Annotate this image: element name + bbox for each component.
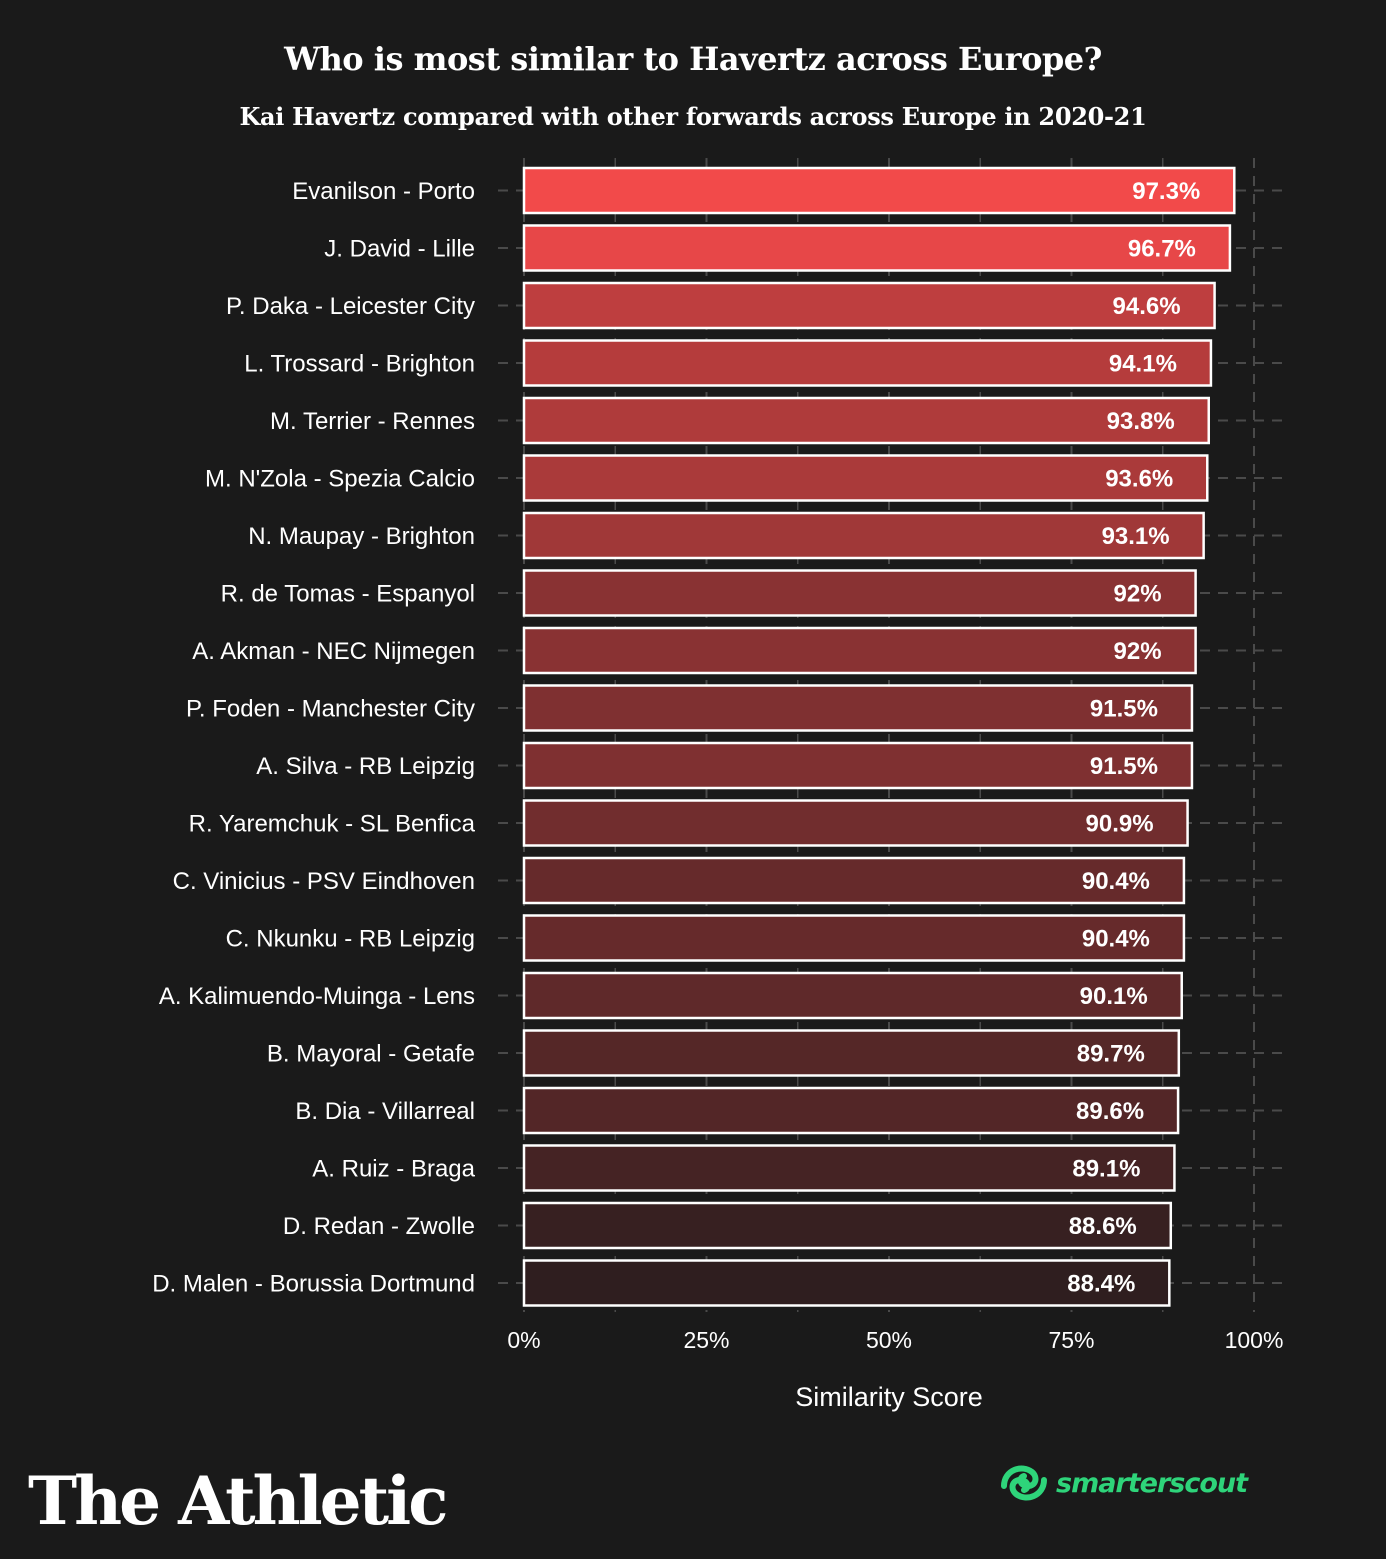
bar — [522, 454, 1209, 502]
category-label: L. Trossard - Brighton — [244, 351, 475, 378]
bar — [522, 1201, 1173, 1250]
bar-value-label: 94.6% — [1113, 293, 1181, 320]
chart-subtitle: Kai Havertz compared with other forwards… — [239, 102, 1147, 131]
bar — [522, 856, 1186, 905]
category-label: N. Maupay - Brighton — [248, 523, 475, 550]
bar — [522, 1029, 1181, 1077]
bar — [522, 626, 1197, 675]
bar-value-label: 88.4% — [1067, 1271, 1135, 1298]
bar — [522, 569, 1197, 617]
bar — [522, 1086, 1180, 1135]
bar-value-label: 90.4% — [1082, 868, 1150, 895]
x-tick-label: 50% — [866, 1327, 912, 1353]
bar-chart: 97.3% 96.7% 94.6% 94.1% 93.8% 93.6% 93.1% 92% 92… — [152, 158, 1290, 1353]
x-tick-label: 75% — [1048, 1327, 1094, 1353]
bar-value-label: 90.4% — [1082, 926, 1150, 953]
bar — [522, 741, 1194, 790]
bar-value-label: 88.6% — [1069, 1213, 1137, 1240]
category-label: C. Vinicius - PSV Eindhoven — [173, 868, 475, 895]
bar — [522, 224, 1232, 272]
bar — [522, 339, 1213, 387]
category-label: C. Nkunku - RB Leipzig — [226, 926, 475, 953]
category-label: P. Foden - Manchester City — [186, 696, 475, 723]
bar-value-label: 89.7% — [1077, 1041, 1145, 1068]
category-label: A. Ruiz - Braga — [312, 1156, 475, 1183]
bar-value-label: 91.5% — [1090, 753, 1158, 780]
bar — [522, 1259, 1171, 1307]
bar — [522, 281, 1216, 330]
category-label: B. Mayoral - Getafe — [267, 1041, 475, 1068]
smarterscout-logo: smarterscout — [998, 1458, 1248, 1508]
x-tick-label: 100% — [1225, 1327, 1284, 1353]
bar-value-label: 93.6% — [1105, 466, 1173, 493]
bar-value-label: 89.6% — [1076, 1098, 1144, 1125]
bar-value-label: 90.9% — [1086, 811, 1154, 838]
x-tick-label: 25% — [683, 1327, 729, 1353]
x-axis-label: Similarity Score — [795, 1382, 983, 1412]
the-athletic-logo: The Athletic — [28, 1462, 448, 1540]
category-label: J. David - Lille — [324, 236, 475, 263]
x-axis-ticks: 0% 25% 50% 75% 100% — [507, 1327, 1283, 1353]
bar-value-label: 89.1% — [1072, 1156, 1140, 1183]
bar — [522, 914, 1186, 962]
bar — [522, 511, 1205, 560]
bar — [522, 971, 1183, 1020]
category-label: R. Yaremchuk - SL Benfica — [189, 811, 476, 838]
bar-value-label: 96.7% — [1128, 236, 1196, 263]
bar-value-label: 93.1% — [1102, 523, 1170, 550]
bar-value-label: 90.1% — [1080, 983, 1148, 1010]
bar — [522, 799, 1189, 847]
bar — [522, 166, 1236, 215]
category-label: A. Kalimuendo-Muinga - Lens — [159, 983, 475, 1010]
bar — [522, 1144, 1176, 1192]
category-label: D. Malen - Borussia Dortmund — [152, 1271, 475, 1298]
bars: 97.3% 96.7% 94.6% 94.1% 93.8% 93.6% 93.1% 92% 92… — [522, 166, 1236, 1307]
category-label: Evanilson - Porto — [292, 178, 475, 205]
bar-value-label: 92% — [1114, 638, 1162, 665]
bar-value-label: 91.5% — [1090, 696, 1158, 723]
category-label: A. Akman - NEC Nijmegen — [192, 638, 475, 665]
category-label: R. de Tomas - Espanyol — [221, 581, 475, 608]
category-label: P. Daka - Leicester City — [226, 293, 475, 320]
bar-value-label: 92% — [1114, 581, 1162, 608]
category-label: B. Dia - Villarreal — [295, 1098, 475, 1125]
bar — [522, 396, 1210, 445]
bar-value-label: 94.1% — [1109, 351, 1177, 378]
category-label: M. N'Zola - Spezia Calcio — [205, 466, 475, 493]
chart-title: Who is most similar to Havertz across Eu… — [284, 40, 1102, 78]
x-tick-label: 0% — [507, 1327, 540, 1353]
grid-lines — [498, 158, 1290, 1312]
category-label: M. Terrier - Rennes — [270, 408, 475, 435]
smarterscout-wordmark: smarterscout — [1056, 1467, 1248, 1499]
category-label: A. Silva - RB Leipzig — [256, 753, 475, 780]
category-labels: Evanilson - Porto J. David - Lille P. Daka… — [152, 178, 475, 1298]
category-label: D. Redan - Zwolle — [283, 1213, 475, 1240]
smarterscout-icon — [1001, 1465, 1047, 1501]
bar — [522, 684, 1194, 732]
bar-value-label: 97.3% — [1132, 178, 1200, 205]
bar-value-label: 93.8% — [1107, 408, 1175, 435]
